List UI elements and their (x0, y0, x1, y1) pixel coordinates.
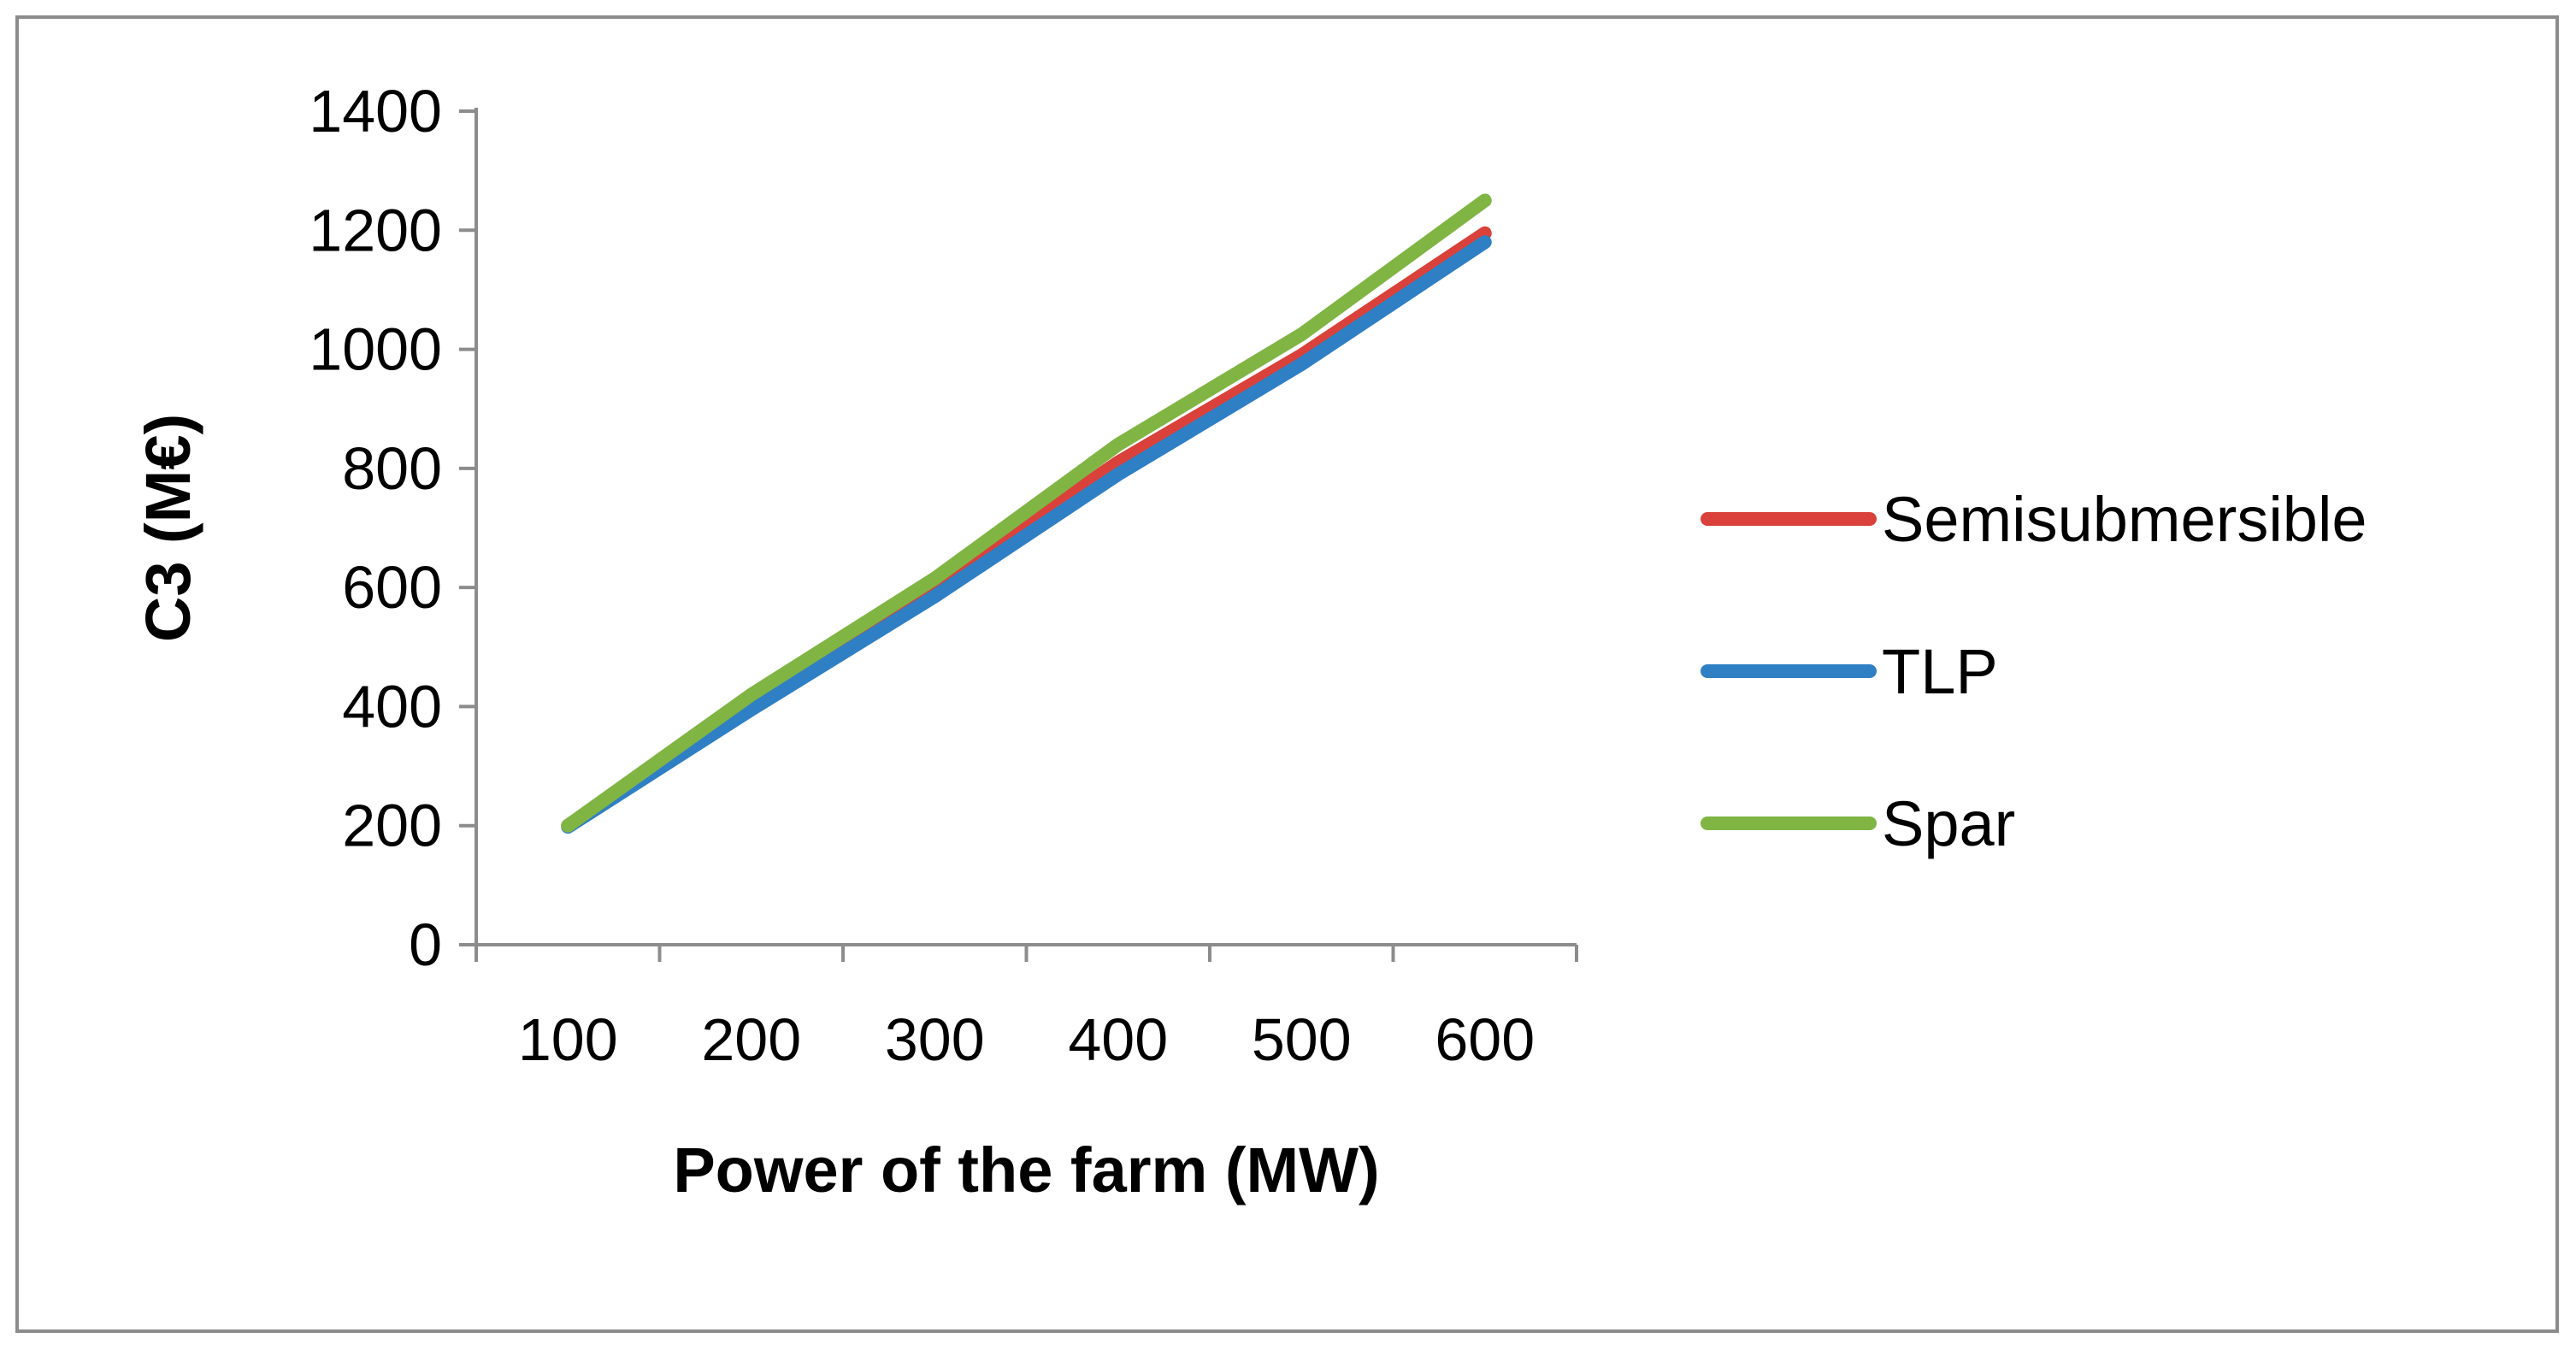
series-lines (561, 193, 1492, 834)
x-tick-label: 600 (1435, 1006, 1535, 1073)
y-tick-label: 400 (342, 673, 442, 740)
y-tick-label: 0 (409, 911, 442, 978)
legend: Semisubmersible TLP Spar (1701, 484, 2367, 859)
y-tick-label: 1000 (309, 316, 442, 383)
y-tick-label: 1400 (309, 78, 442, 144)
x-tick-label: 500 (1252, 1006, 1352, 1073)
x-tick-label: 400 (1068, 1006, 1168, 1073)
legend-label-tlp: TLP (1882, 636, 1998, 707)
legend-label-spar: Spar (1882, 788, 2015, 859)
y-tick-label: 200 (342, 793, 442, 859)
x-tick-label: 100 (518, 1006, 618, 1073)
line-chart: 0 200 400 600 800 1000 1200 1400 100 200 300 400 50… (133, 78, 2367, 1206)
y-axis-title: C3 (M€) (133, 414, 203, 642)
x-axis-ticks: 100 200 300 400 500 600 (475, 945, 1578, 1073)
y-tick-label: 800 (342, 435, 442, 502)
chart-frame: 0 200 400 600 800 1000 1200 1400 100 200 300 400 50… (15, 15, 2559, 1333)
y-axis-ticks: 0 200 400 600 800 1000 1200 1400 (309, 78, 476, 978)
series-line-spar (561, 193, 1492, 833)
y-tick-label: 600 (342, 554, 442, 621)
x-axis-title: Power of the farm (MW) (673, 1135, 1379, 1206)
series-line-tlp (561, 235, 1492, 834)
x-tick-label: 200 (701, 1006, 801, 1073)
y-tick-label: 1200 (309, 197, 442, 263)
x-tick-label: 300 (885, 1006, 985, 1073)
legend-label-semisubmersible: Semisubmersible (1882, 484, 2367, 555)
